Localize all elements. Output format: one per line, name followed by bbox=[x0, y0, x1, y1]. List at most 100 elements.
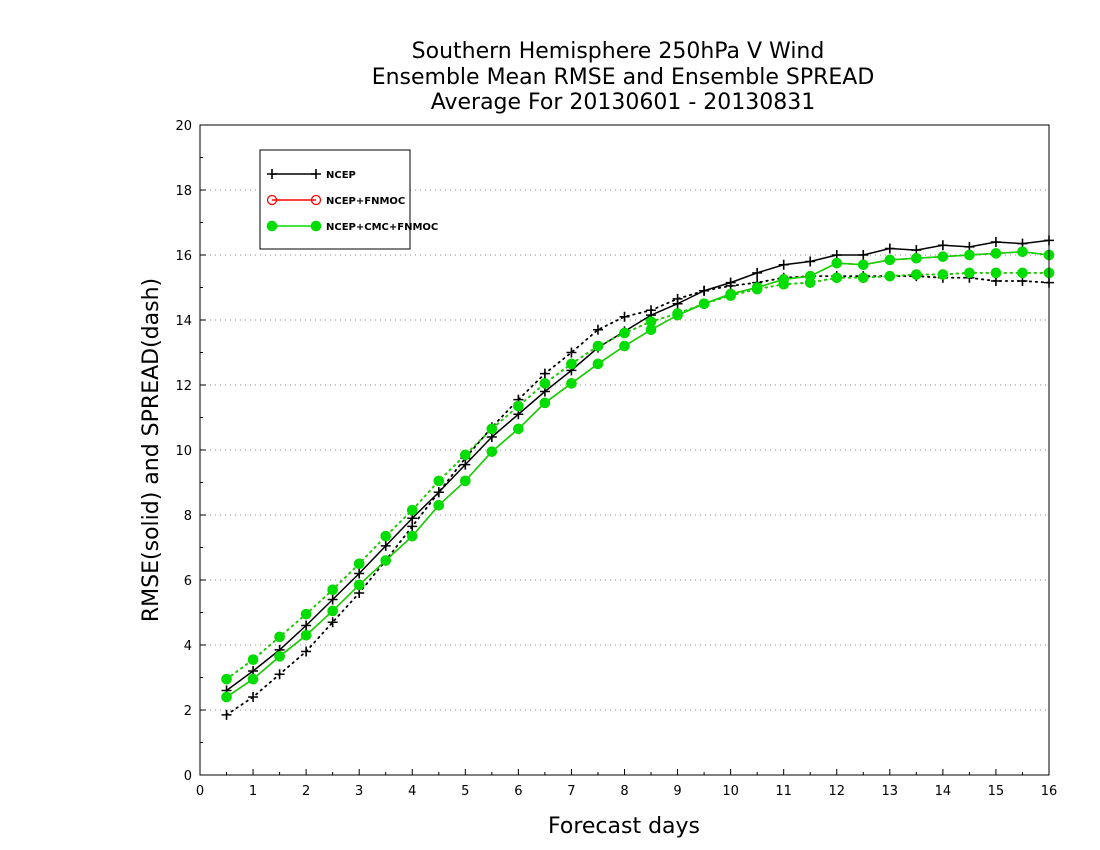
data-point bbox=[592, 340, 604, 352]
data-point bbox=[566, 358, 577, 370]
title-line-1: Southern Hemisphere 250hPa V Wind bbox=[412, 39, 825, 64]
data-point bbox=[311, 169, 321, 179]
data-point bbox=[619, 311, 630, 322]
data-point bbox=[460, 475, 471, 487]
data-point bbox=[964, 249, 975, 261]
data-point bbox=[407, 521, 418, 532]
legend-entry: NCEP+CMC+FNMOC bbox=[266, 220, 438, 233]
x-tick-label: 15 bbox=[988, 784, 1005, 799]
x-tick-label: 10 bbox=[722, 784, 739, 799]
data-point bbox=[433, 475, 445, 487]
data-point bbox=[353, 558, 365, 570]
y-tick-label: 20 bbox=[175, 119, 192, 134]
data-point bbox=[380, 540, 391, 551]
data-point bbox=[327, 605, 338, 617]
data-point bbox=[1017, 267, 1028, 279]
legend-label: NCEP bbox=[326, 170, 356, 181]
x-tick-label: 8 bbox=[620, 784, 628, 799]
data-point bbox=[990, 267, 1002, 279]
data-point bbox=[267, 169, 277, 179]
y-tick-label: 6 bbox=[184, 574, 192, 589]
x-axis-label: Forecast days bbox=[548, 814, 700, 839]
data-point bbox=[884, 243, 895, 254]
data-point bbox=[300, 629, 312, 641]
x-tick-label: 14 bbox=[935, 784, 952, 799]
series-ncep-cmc-fnmoc bbox=[221, 246, 1055, 703]
series-ncep-fnmoc bbox=[221, 246, 1055, 703]
data-point bbox=[513, 400, 524, 412]
data-point bbox=[486, 423, 498, 435]
data-point bbox=[566, 378, 577, 389]
title-line-2: Ensemble Mean RMSE and Ensemble SPREAD bbox=[372, 65, 875, 90]
data-point bbox=[327, 584, 338, 596]
data-point bbox=[301, 620, 312, 631]
x-tick-label: 5 bbox=[461, 784, 469, 799]
data-point bbox=[831, 272, 843, 284]
data-point bbox=[592, 324, 603, 335]
data-point bbox=[433, 499, 445, 511]
data-point bbox=[247, 673, 259, 685]
y-tick-label: 18 bbox=[175, 184, 192, 199]
data-point bbox=[725, 290, 736, 301]
legend: NCEP NCEP+FNMOC NCEP+CMC+FNMOC bbox=[259, 149, 438, 250]
data-point bbox=[566, 347, 577, 358]
data-point bbox=[221, 691, 232, 703]
data-point bbox=[247, 654, 259, 665]
data-point bbox=[266, 194, 278, 206]
data-point bbox=[911, 252, 922, 264]
data-point bbox=[248, 692, 259, 702]
data-point bbox=[699, 285, 710, 296]
rmse-line bbox=[226, 250, 1050, 698]
rmse-line bbox=[226, 250, 1050, 698]
axes: 0 1 2 3 4 5 6 7 8 9 10 11 12 13 14 15 160246810121416182… bbox=[175, 119, 1057, 799]
data-point bbox=[539, 368, 550, 379]
y-axis-label: RMSE(solid) and SPREAD(dash) bbox=[139, 278, 164, 622]
y-tick-label: 12 bbox=[175, 379, 192, 394]
data-point bbox=[698, 298, 710, 310]
title-line-3: Average For 20130601 - 20130831 bbox=[431, 90, 816, 115]
y-tick-label: 4 bbox=[184, 639, 192, 654]
data-point bbox=[857, 272, 869, 284]
data-point bbox=[327, 594, 338, 605]
x-tick-label: 2 bbox=[302, 784, 310, 799]
data-point bbox=[221, 673, 232, 685]
y-tick-label: 16 bbox=[175, 249, 192, 264]
data-point bbox=[274, 651, 285, 662]
data-point bbox=[274, 669, 285, 680]
legend-label: NCEP+FNMOC bbox=[326, 196, 405, 207]
data-point bbox=[990, 237, 1001, 247]
data-point bbox=[1017, 246, 1028, 258]
data-point bbox=[300, 608, 312, 620]
data-point bbox=[937, 240, 948, 251]
chart-title: Southern Hemisphere 250hPa V Wind Ensemb… bbox=[372, 39, 875, 115]
legend-entries: NCEP NCEP+FNMOC NCEP+CMC+FNMOC bbox=[266, 169, 438, 233]
data-point bbox=[433, 487, 444, 498]
data-point bbox=[805, 256, 816, 267]
data-point bbox=[327, 617, 338, 628]
data-point bbox=[831, 257, 843, 269]
data-point bbox=[645, 316, 657, 327]
x-tick-label: 12 bbox=[828, 784, 845, 799]
data-point bbox=[619, 340, 630, 352]
data-point bbox=[964, 267, 975, 279]
data-point bbox=[672, 293, 683, 304]
x-tick-label: 6 bbox=[514, 784, 522, 799]
data-point bbox=[592, 358, 604, 370]
x-tick-label: 3 bbox=[355, 784, 363, 799]
data-point bbox=[380, 530, 392, 542]
data-point bbox=[857, 259, 869, 271]
gridlines bbox=[200, 189, 1049, 711]
x-tick-label: 9 bbox=[673, 784, 681, 799]
data-point bbox=[858, 250, 869, 260]
data-point bbox=[310, 194, 322, 206]
legend-label: NCEP+CMC+FNMOC bbox=[326, 222, 438, 233]
series-ncep bbox=[221, 235, 1054, 720]
data-point bbox=[539, 378, 551, 389]
data-point bbox=[937, 269, 949, 280]
x-tick-label: 1 bbox=[249, 784, 257, 799]
data-point bbox=[751, 283, 763, 295]
data-point bbox=[266, 220, 278, 232]
data-point bbox=[884, 270, 896, 282]
data-point bbox=[937, 251, 949, 262]
